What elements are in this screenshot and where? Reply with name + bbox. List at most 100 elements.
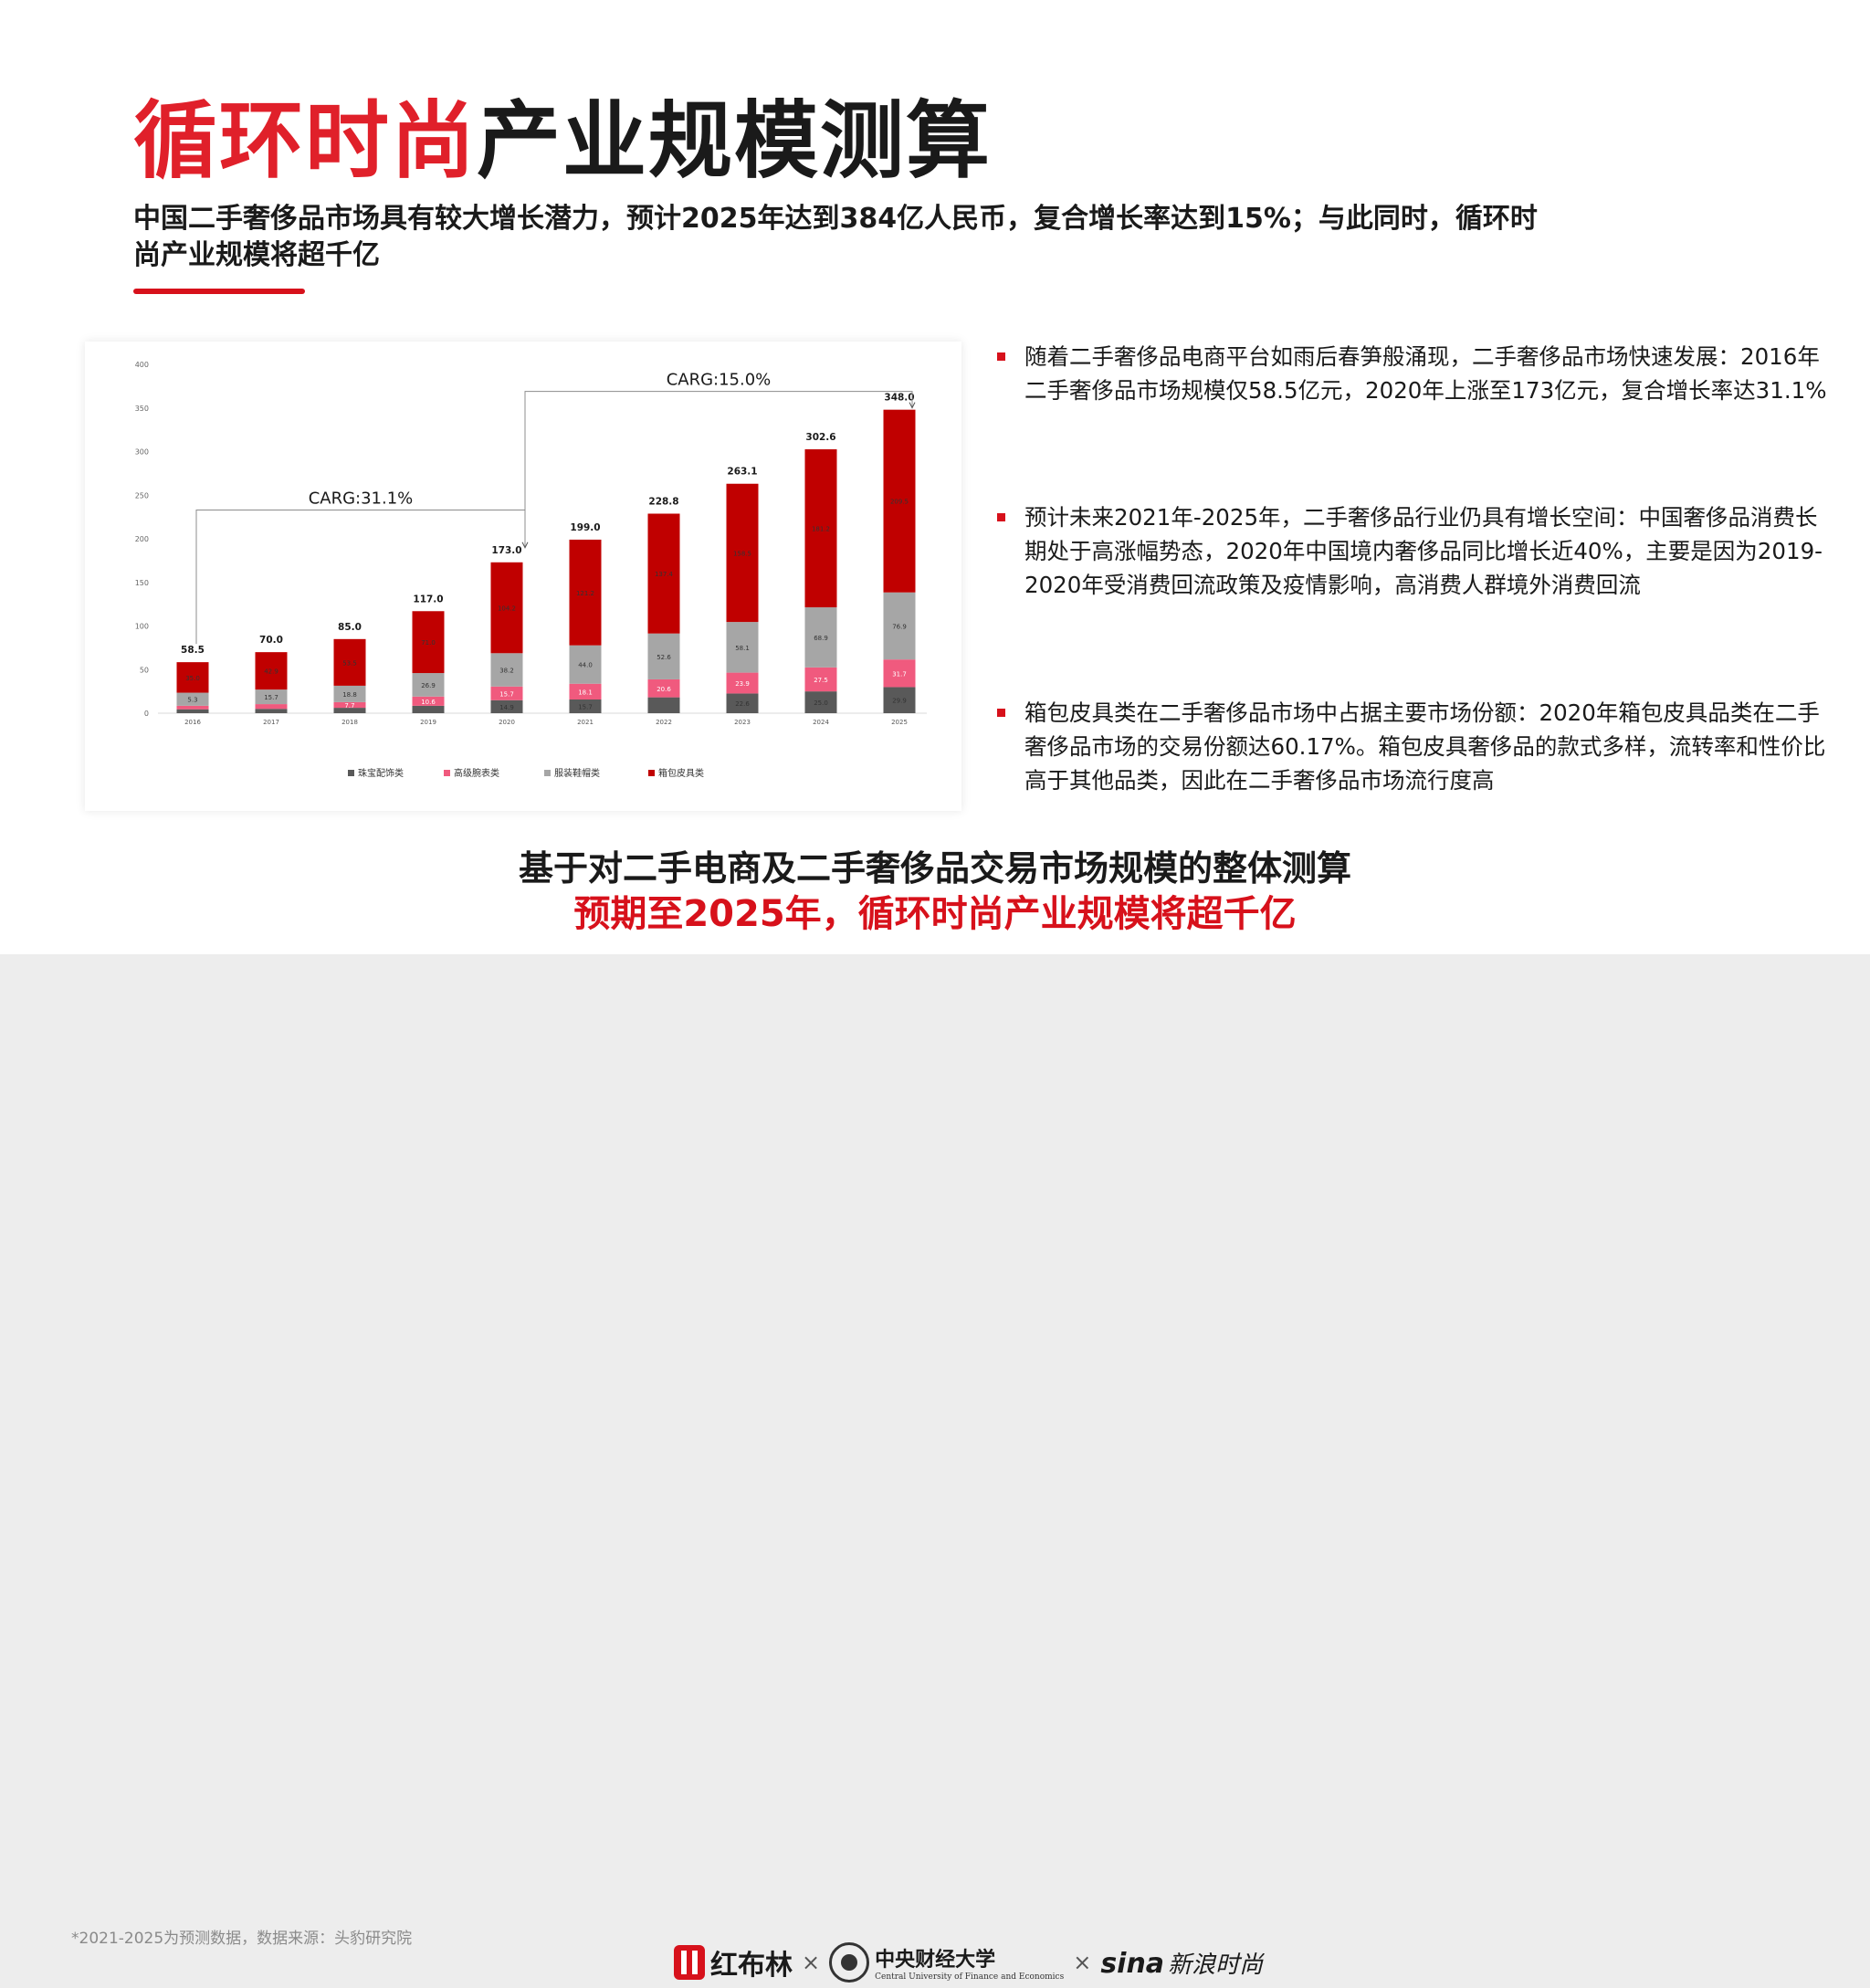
bar-segment (412, 611, 445, 674)
bullet-text: 箱包皮具类在二手奢侈品市场中占据主要市场份额：2020年箱包皮具品类在二手奢侈品… (1024, 699, 1826, 794)
segment-value-label: 181.2 (812, 526, 830, 533)
bar-segment (412, 696, 445, 706)
bullet-square-icon (997, 513, 1005, 521)
segment-value-label: 15.7 (264, 694, 278, 701)
bar-segment (333, 701, 366, 709)
segment-value-label: 18.8 (342, 691, 357, 699)
hongbulin-logo: 红布林 (674, 1942, 793, 1983)
total-value-label: 70.0 (259, 635, 283, 646)
bar-segment (804, 607, 837, 668)
cufe-name-en: Central University of Finance and Econom… (875, 1972, 1065, 1982)
segment-value-label: 68.9 (814, 635, 828, 642)
slide: 循环时尚产业规模测算 中国二手奢侈品市场具有较大增长潜力，预计2025年达到38… (0, 0, 1870, 954)
x-tick-label: 2025 (891, 719, 908, 726)
bar-segment (647, 678, 680, 698)
legend-swatch (444, 770, 450, 776)
segment-value-label: 10.6 (421, 699, 436, 706)
segment-value-label: 23.9 (735, 680, 750, 688)
bar-segment (647, 513, 680, 634)
bar-segment (569, 645, 602, 684)
total-value-label: 173.0 (491, 545, 521, 556)
page-subtitle: 中国二手奢侈品市场具有较大增长潜力，预计2025年达到384亿人民币，复合增长率… (133, 203, 1538, 271)
cagr-arrow-icon (521, 542, 529, 549)
segment-value-label: 209.5 (890, 499, 909, 506)
total-value-label: 302.6 (805, 432, 835, 443)
segment-value-label: 25.0 (814, 699, 828, 707)
legend-swatch (544, 770, 551, 776)
cagr-label: CARG:31.1% (309, 489, 414, 508)
y-tick-label: 350 (135, 405, 149, 413)
bar-segment (804, 691, 837, 713)
segment-value-label: 44.0 (578, 662, 593, 669)
bar-segment (647, 697, 680, 713)
total-value-label: 228.8 (648, 496, 678, 507)
segment-value-label: 22.6 (735, 700, 750, 708)
sina-logo: sina 新浪时尚 (1100, 1946, 1263, 1980)
total-value-label: 85.0 (338, 622, 362, 633)
segment-value-label: 35.0 (185, 675, 200, 682)
segment-value-label: 76.9 (892, 623, 907, 630)
bar-segment (726, 693, 759, 713)
bar-segment (255, 689, 288, 705)
bar-segment (255, 709, 288, 713)
bar-segment (333, 708, 366, 713)
segment-value-label: 5.3 (187, 697, 197, 704)
legend-label: 箱包皮具类 (658, 767, 704, 779)
bar-segment (569, 539, 602, 646)
segment-value-label: 27.5 (814, 677, 828, 684)
legend-swatch (648, 770, 655, 776)
segment-value-label: 38.2 (499, 668, 514, 675)
title-underline (133, 289, 305, 294)
y-tick-label: 400 (135, 361, 149, 369)
y-tick-label: 150 (135, 579, 149, 587)
x-tick-label: 2022 (656, 719, 672, 726)
segment-value-label: 158.5 (733, 550, 751, 557)
conclusion-line-2: 预期至2025年，循环时尚产业规模将超千亿 (573, 893, 1297, 935)
bullet-item: 预计未来2021年-2025年，二手奢侈品行业仍具有增长空间：中国奢侈品消费长期… (997, 500, 1828, 602)
segment-value-label: 15.7 (578, 704, 593, 711)
segment-value-label: 26.9 (421, 682, 436, 689)
segment-value-label: 71.0 (421, 639, 436, 647)
legend-label: 高级腕表类 (454, 767, 499, 779)
segment-value-label: 121.2 (576, 590, 594, 597)
bar-segment (490, 686, 523, 700)
total-value-label: 58.5 (181, 645, 205, 656)
page-title: 循环时尚产业规模测算 (133, 91, 992, 192)
x-tick-label: 2024 (813, 719, 829, 726)
segment-value-label: 58.1 (735, 645, 750, 652)
segment-value-label: 29.9 (892, 698, 907, 705)
bar-segment (883, 592, 916, 660)
bar-segment (883, 687, 916, 713)
bullet-square-icon (997, 709, 1005, 717)
bar-segment (569, 683, 602, 700)
x-tick-label: 2020 (499, 719, 515, 726)
segment-value-label: 104.2 (498, 605, 516, 613)
bar-segment (883, 659, 916, 688)
cagr-label: CARG:15.0% (667, 371, 772, 390)
bar-segment (176, 709, 209, 713)
x-tick-label: 2017 (263, 719, 279, 726)
cufe-logo: 中央财经大学 Central University of Finance and… (829, 1942, 1064, 1983)
segment-value-label: 14.9 (499, 704, 514, 711)
chart-panel: 0 50 100 150 200 250 300 350 400 5.3 35.0 58.5 2016 1… (85, 342, 961, 811)
segment-value-label: 52.6 (657, 654, 671, 661)
bar-segment (412, 705, 445, 713)
x-tick-label: 2018 (341, 719, 358, 726)
segment-value-label: 42.9 (264, 668, 278, 676)
segment-value-label: 15.7 (499, 690, 514, 698)
times-separator: × (802, 1950, 821, 1975)
bar-segment (412, 673, 445, 697)
segment-value-label: 7.7 (344, 702, 354, 710)
bar-segment (569, 699, 602, 713)
hongbulin-name: 红布林 (710, 1950, 793, 1982)
bar-segment (490, 699, 523, 713)
bar-segment (804, 449, 837, 608)
bullet-text: 预计未来2021年-2025年，二手奢侈品行业仍具有增长空间：中国奢侈品消费长期… (1024, 504, 1823, 598)
x-tick-label: 2016 (184, 719, 201, 726)
bar-segment (490, 653, 523, 687)
cagr-arrow-icon (909, 402, 916, 409)
bullet-item: 箱包皮具类在二手奢侈品市场中占据主要市场份额：2020年箱包皮具品类在二手奢侈品… (997, 696, 1828, 797)
x-tick-label: 2019 (420, 719, 436, 726)
bar-segment (804, 667, 837, 692)
legend-swatch (348, 770, 354, 776)
